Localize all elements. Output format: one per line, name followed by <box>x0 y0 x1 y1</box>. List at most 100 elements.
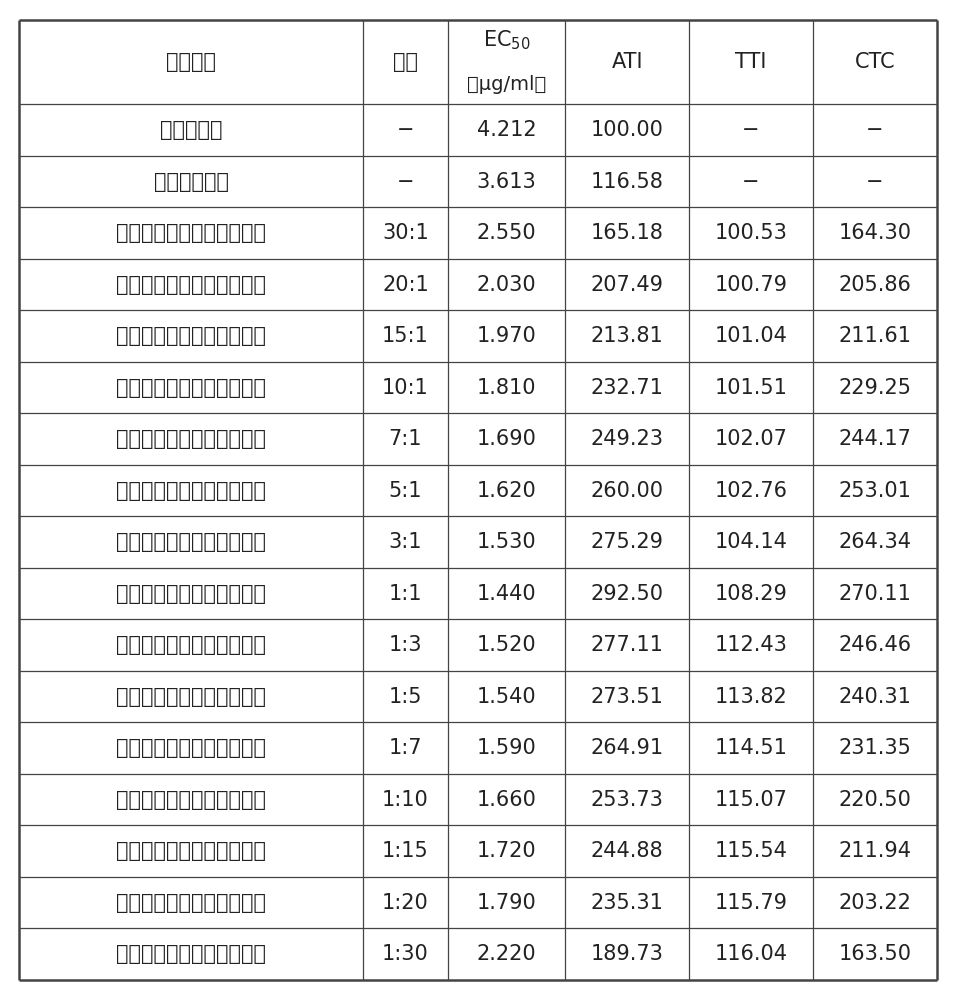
Text: 249.23: 249.23 <box>591 429 663 449</box>
Text: 4.212: 4.212 <box>477 120 536 140</box>
Text: −: − <box>866 120 883 140</box>
Text: 203.22: 203.22 <box>838 893 911 913</box>
Text: 115.79: 115.79 <box>714 893 788 913</box>
Text: 164.30: 164.30 <box>838 223 911 243</box>
Text: −: − <box>742 172 760 192</box>
Text: 273.51: 273.51 <box>591 687 663 707</box>
Text: 氟吧菌酰胺：三氟咊啊酰胺: 氟吧菌酰胺：三氟咊啊酰胺 <box>117 635 266 655</box>
Text: 氟吧菌酰胺：三氟咊啊酰胺: 氟吧菌酰胺：三氟咊啊酰胺 <box>117 326 266 346</box>
Text: 115.07: 115.07 <box>714 790 788 810</box>
Text: 1:30: 1:30 <box>382 944 429 964</box>
Text: 1.720: 1.720 <box>477 841 536 861</box>
Text: 104.14: 104.14 <box>714 532 788 552</box>
Text: 氟吧菌酰胺：三氟咊啊酰胺: 氟吧菌酰胺：三氟咊啊酰胺 <box>117 532 266 552</box>
Text: 氟吧菌酰胺：三氟咊啊酰胺: 氟吧菌酰胺：三氟咊啊酰胺 <box>117 944 266 964</box>
Text: 3:1: 3:1 <box>389 532 423 552</box>
Text: 114.51: 114.51 <box>714 738 788 758</box>
Text: 253.01: 253.01 <box>838 481 911 501</box>
Text: −: − <box>397 120 414 140</box>
Text: 20:1: 20:1 <box>382 275 429 295</box>
Text: 1:1: 1:1 <box>389 584 423 604</box>
Text: 1:7: 1:7 <box>389 738 423 758</box>
Text: 101.04: 101.04 <box>714 326 788 346</box>
Text: −: − <box>866 172 883 192</box>
Text: 氟吧菌酰胺：三氟咊啊酰胺: 氟吧菌酰胺：三氟咊啊酰胺 <box>117 378 266 398</box>
Text: 7:1: 7:1 <box>389 429 423 449</box>
Text: 100.53: 100.53 <box>714 223 788 243</box>
Text: 211.94: 211.94 <box>838 841 911 861</box>
Text: 配比: 配比 <box>393 52 418 72</box>
Text: 1.520: 1.520 <box>477 635 536 655</box>
Text: 244.88: 244.88 <box>591 841 663 861</box>
Text: 1:15: 1:15 <box>382 841 429 861</box>
Text: 供试药剂: 供试药剂 <box>166 52 216 72</box>
Text: 1.970: 1.970 <box>477 326 536 346</box>
Text: 292.50: 292.50 <box>591 584 663 604</box>
Text: 205.86: 205.86 <box>838 275 911 295</box>
Text: 氟吧菌酰胺：三氟咊啊酰胺: 氟吧菌酰胺：三氟咊啊酰胺 <box>117 584 266 604</box>
Text: ATI: ATI <box>612 52 642 72</box>
Text: 264.34: 264.34 <box>838 532 911 552</box>
Text: 10:1: 10:1 <box>382 378 429 398</box>
Text: 165.18: 165.18 <box>591 223 663 243</box>
Text: CTC: CTC <box>855 52 895 72</box>
Text: 116.04: 116.04 <box>714 944 788 964</box>
Text: 氟吧菌酰胺：三氟咊啊酰胺: 氟吧菌酰胺：三氟咊啊酰胺 <box>117 429 266 449</box>
Text: 244.17: 244.17 <box>838 429 911 449</box>
Text: 1.620: 1.620 <box>477 481 536 501</box>
Text: 三氟咊啊酰胺: 三氟咊啊酰胺 <box>154 172 228 192</box>
Text: TTI: TTI <box>735 52 767 72</box>
Text: 163.50: 163.50 <box>838 944 911 964</box>
Text: 213.81: 213.81 <box>591 326 663 346</box>
Text: 1.690: 1.690 <box>476 429 536 449</box>
Text: 1:3: 1:3 <box>389 635 423 655</box>
Text: 253.73: 253.73 <box>591 790 663 810</box>
Text: 211.61: 211.61 <box>838 326 911 346</box>
Text: 264.91: 264.91 <box>591 738 663 758</box>
Text: 氟吧菌酰胺: 氟吧菌酰胺 <box>160 120 223 140</box>
Text: 102.07: 102.07 <box>714 429 788 449</box>
Text: 1.590: 1.590 <box>477 738 536 758</box>
Text: 229.25: 229.25 <box>838 378 911 398</box>
Text: 240.31: 240.31 <box>838 687 911 707</box>
Text: 30:1: 30:1 <box>382 223 429 243</box>
Text: 氟吧菌酰胺：三氟咊啊酰胺: 氟吧菌酰胺：三氟咊啊酰胺 <box>117 687 266 707</box>
Text: 1.660: 1.660 <box>476 790 536 810</box>
Text: 1:5: 1:5 <box>389 687 423 707</box>
Text: $\mathrm{EC}_{50}$: $\mathrm{EC}_{50}$ <box>483 28 531 52</box>
Text: 275.29: 275.29 <box>591 532 663 552</box>
Text: 1.440: 1.440 <box>477 584 536 604</box>
Text: 235.31: 235.31 <box>591 893 663 913</box>
Text: 260.00: 260.00 <box>591 481 663 501</box>
Text: 2.550: 2.550 <box>477 223 536 243</box>
Text: 氟吧菌酰胺：三氟咊啊酰胺: 氟吧菌酰胺：三氟咊啊酰胺 <box>117 223 266 243</box>
Text: 116.58: 116.58 <box>591 172 663 192</box>
Text: 氟吧菌酰胺：三氟咊啊酰胺: 氟吧菌酰胺：三氟咊啊酰胺 <box>117 275 266 295</box>
Text: 277.11: 277.11 <box>591 635 663 655</box>
Text: 2.220: 2.220 <box>477 944 536 964</box>
Text: 100.79: 100.79 <box>714 275 788 295</box>
Text: 1.790: 1.790 <box>477 893 536 913</box>
Text: 15:1: 15:1 <box>382 326 429 346</box>
Text: 氟吧菌酰胺：三氟咊啊酰胺: 氟吧菌酰胺：三氟咊啊酰胺 <box>117 893 266 913</box>
Text: 113.82: 113.82 <box>715 687 788 707</box>
Text: 101.51: 101.51 <box>714 378 788 398</box>
Text: （μg/ml）: （μg/ml） <box>467 75 546 94</box>
Text: 氟吧菌酰胺：三氟咊啊酰胺: 氟吧菌酰胺：三氟咊啊酰胺 <box>117 738 266 758</box>
Text: 5:1: 5:1 <box>389 481 423 501</box>
Text: 207.49: 207.49 <box>591 275 663 295</box>
Text: 115.54: 115.54 <box>714 841 788 861</box>
Text: 2.030: 2.030 <box>477 275 536 295</box>
Text: 102.76: 102.76 <box>714 481 788 501</box>
Text: −: − <box>397 172 414 192</box>
Text: 1:20: 1:20 <box>382 893 429 913</box>
Text: −: − <box>742 120 760 140</box>
Text: 氟吧菌酰胺：三氟咊啊酰胺: 氟吧菌酰胺：三氟咊啊酰胺 <box>117 790 266 810</box>
Text: 189.73: 189.73 <box>591 944 663 964</box>
Text: 1:10: 1:10 <box>382 790 429 810</box>
Text: 3.613: 3.613 <box>477 172 536 192</box>
Text: 112.43: 112.43 <box>714 635 788 655</box>
Text: 1.540: 1.540 <box>477 687 536 707</box>
Text: 1.810: 1.810 <box>477 378 536 398</box>
Text: 100.00: 100.00 <box>591 120 663 140</box>
